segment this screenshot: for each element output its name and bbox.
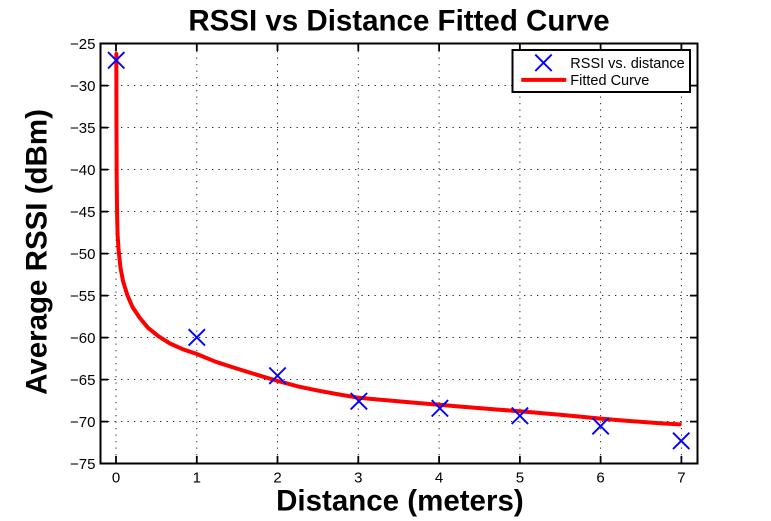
svg-text:−35: −35 [70,120,95,137]
svg-text:−55: −55 [70,288,95,305]
svg-text:−30: −30 [70,78,95,95]
svg-text:−70: −70 [70,414,95,431]
svg-text:−25: −25 [70,36,95,53]
svg-text:−75: −75 [70,456,95,473]
svg-text:Fitted Curve: Fitted Curve [570,73,649,89]
svg-text:0: 0 [112,469,120,486]
svg-text:6: 6 [596,469,604,486]
svg-text:Average RSSI (dBm): Average RSSI (dBm) [21,109,54,395]
svg-text:−45: −45 [70,204,95,221]
svg-text:−65: −65 [70,372,95,389]
svg-text:Distance (meters): Distance (meters) [276,485,524,518]
svg-text:2: 2 [273,469,281,486]
svg-text:7: 7 [677,469,685,486]
svg-text:3: 3 [354,469,362,486]
svg-text:−40: −40 [70,162,95,179]
svg-text:−60: −60 [70,330,95,347]
svg-text:4: 4 [435,469,443,486]
svg-text:1: 1 [193,469,201,486]
svg-text:RSSI vs. distance: RSSI vs. distance [570,56,684,72]
svg-text:−50: −50 [70,246,95,263]
svg-text:5: 5 [516,469,524,486]
svg-text:RSSI vs Distance Fitted Curve: RSSI vs Distance Fitted Curve [188,4,609,37]
